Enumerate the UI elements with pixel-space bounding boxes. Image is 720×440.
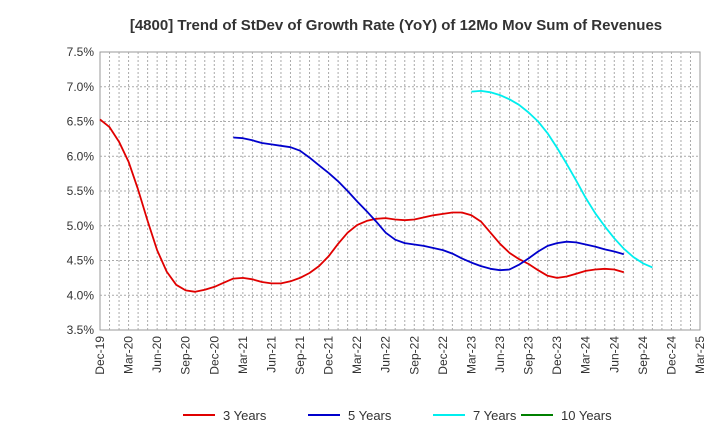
x-tick-label: Sep-21 (293, 336, 307, 375)
x-tick-label: Mar-21 (236, 336, 250, 374)
x-tick-label: Dec-21 (322, 336, 336, 375)
x-tick-label: Sep-22 (407, 336, 421, 375)
x-tick-label: Dec-24 (664, 336, 678, 375)
legend-label: 10 Years (561, 408, 612, 423)
x-tick-label: Dec-23 (550, 336, 564, 375)
x-tick-label: Jun-21 (264, 336, 278, 373)
y-tick-label: 7.0% (67, 80, 95, 94)
x-tick-label: Sep-20 (179, 336, 193, 375)
x-tick-label: Dec-20 (207, 336, 221, 375)
x-tick-label: Mar-24 (579, 336, 593, 374)
series-line-7-years (471, 90, 653, 269)
x-tick-label: Mar-20 (122, 336, 136, 374)
x-tick-label: Jun-23 (493, 336, 507, 373)
legend-label: 5 Years (348, 408, 392, 423)
chart-title: [4800] Trend of StDev of Growth Rate (Yo… (130, 17, 662, 34)
x-tick-label: Dec-19 (93, 336, 107, 375)
x-tick-label: Sep-23 (522, 336, 536, 375)
y-tick-label: 6.0% (67, 149, 95, 163)
x-tick-label: Mar-23 (464, 336, 478, 374)
x-tick-label: Mar-22 (350, 336, 364, 374)
x-tick-label: Sep-24 (636, 336, 650, 375)
legend-label: 3 Years (223, 408, 267, 423)
y-tick-label: 3.5% (67, 323, 95, 337)
y-tick-label: 7.5% (67, 45, 95, 59)
y-tick-label: 4.5% (67, 254, 95, 268)
x-tick-label: Jun-24 (607, 336, 621, 373)
series-line-3-years (99, 118, 625, 293)
y-tick-label: 6.5% (67, 115, 95, 129)
series-lines (99, 90, 653, 293)
axis-labels: 3.5% 4.0% 4.5% 5.0% 5.5% 6.0% 6.5% 7.0% 7.5% Dec-… (67, 45, 707, 375)
y-tick-label: 5.5% (67, 184, 95, 198)
y-tick-label: 5.0% (67, 219, 95, 233)
x-tick-label: Jun-22 (379, 336, 393, 373)
legend: 3 Years 5 Years 7 Years 10 Years (183, 408, 612, 423)
x-tick-label: Dec-22 (436, 336, 450, 375)
x-tick-label: Jun-20 (150, 336, 164, 373)
y-tick-label: 4.0% (67, 288, 95, 302)
legend-label: 7 Years (473, 408, 517, 423)
series-line-5-years (233, 136, 625, 272)
grid-lines (100, 52, 700, 330)
x-tick-label: Mar-25 (693, 336, 707, 374)
